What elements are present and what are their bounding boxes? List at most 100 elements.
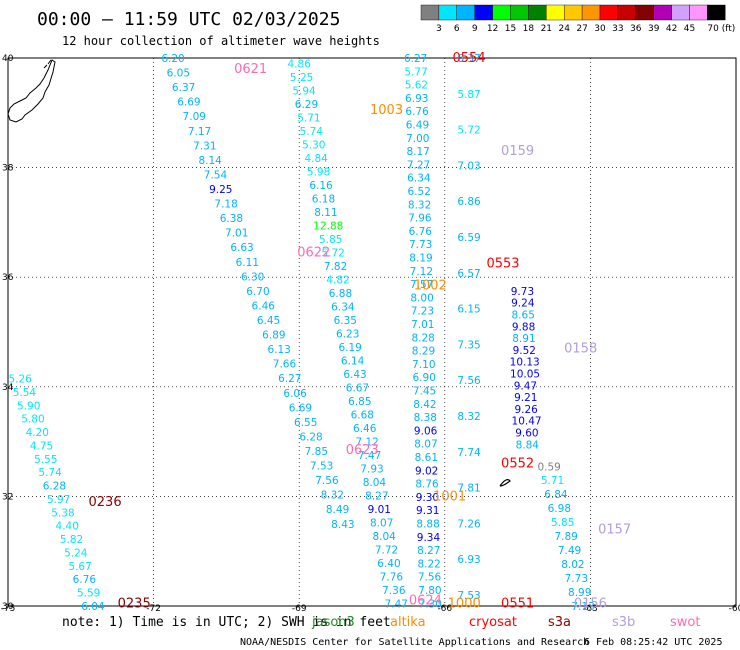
- wave-height-value: 9.30: [416, 492, 439, 504]
- wave-height-value: 9.06: [414, 425, 438, 437]
- wave-height-value: 5.62: [405, 80, 428, 92]
- wave-height-value: 6.11: [236, 257, 259, 269]
- wave-height-value: 8.76: [415, 479, 439, 491]
- pass-label: 1002: [414, 278, 447, 293]
- colorbar-label: 6: [454, 24, 460, 34]
- colorbar-swatch: [528, 4, 547, 21]
- wave-height-value: 8.17: [406, 146, 429, 158]
- wave-height-value: 7.27: [407, 159, 430, 171]
- credit-text: NOAA/NESDIS Center for Satellite Applica…: [240, 637, 589, 648]
- wave-height-value: 5.98: [307, 166, 330, 178]
- wave-height-value: 6.35: [334, 315, 357, 327]
- plot-area: -75 -72 -69 -66 -63 -60 30 32 34 36 38 40 6.20 6.05 6.…: [1, 51, 740, 614]
- wave-height-value: 4.75: [30, 440, 53, 452]
- wave-height-value: 0.59: [537, 461, 560, 473]
- pass-label: 0552: [501, 457, 534, 472]
- wave-height-value: 7.12: [410, 266, 433, 278]
- wave-height-value: 4.82: [326, 274, 349, 286]
- wave-height-value: 6.93: [457, 554, 480, 566]
- wave-height-value: 7.01: [225, 228, 248, 240]
- colorbar-swatch: [510, 4, 529, 21]
- wave-height-value: 7.66: [273, 359, 297, 371]
- wave-height-value: 5.67: [68, 561, 91, 573]
- wave-height-value: 5.97: [47, 494, 70, 506]
- wave-height-value: 6.43: [343, 369, 366, 381]
- wave-height-value: 6.37: [457, 53, 480, 65]
- satellite-legend-item: cryosat: [469, 615, 517, 630]
- wave-height-value: 8.65: [512, 310, 535, 322]
- wave-height-value: 7.85: [305, 446, 328, 458]
- pass-label: 0158: [564, 341, 597, 356]
- x-tick-label: -69: [292, 604, 307, 614]
- wave-height-value: 8.00: [410, 292, 433, 304]
- wave-height-value: 5.80: [21, 414, 44, 426]
- wave-height-value: 7.31: [193, 140, 216, 152]
- colorbar-swatch: [707, 4, 726, 21]
- y-tick-label: 40: [2, 54, 14, 64]
- wave-height-value: 5.24: [64, 547, 88, 559]
- wave-height-value: 10.13: [510, 357, 540, 369]
- wave-height-value: 8.11: [314, 207, 337, 219]
- wave-height-value: 6.14: [341, 355, 365, 367]
- pass-label: 0235: [118, 596, 151, 611]
- wave-height-value: 7.74: [457, 447, 481, 459]
- y-tick-label: 32: [2, 492, 13, 502]
- wave-height-value: 6.34: [407, 173, 431, 185]
- y-tick-label: 34: [2, 383, 14, 393]
- colorbar-swatch: [420, 4, 440, 21]
- wave-height-value: 5.72: [457, 125, 480, 137]
- colorbar-swatch: [617, 4, 637, 21]
- wave-height-value: 8.19: [409, 252, 432, 264]
- wave-height-value: 6.59: [457, 232, 480, 244]
- x-tick-label: -75: [1, 604, 16, 614]
- pass-label: 0621: [234, 62, 267, 77]
- wave-height-value: 6.13: [267, 344, 290, 356]
- wave-height-value: 7.26: [457, 518, 481, 530]
- colorbar-swatch: [689, 4, 708, 21]
- wave-height-value: 5.87: [457, 89, 480, 101]
- wave-height-value: 6.28: [43, 481, 66, 493]
- wave-height-value: 9.31: [416, 505, 439, 517]
- footer: note: 1) Time is in UTC; 2) SWH is in fe…: [62, 615, 722, 648]
- wave-height-value: 7.47: [358, 450, 381, 462]
- y-tick-label: 30: [2, 602, 14, 612]
- wave-height-value: 7.00: [406, 133, 429, 145]
- wave-height-value: 7.80: [418, 585, 441, 597]
- wave-height-value: 5.26: [8, 374, 32, 386]
- wave-height-value: 9.73: [511, 286, 534, 298]
- wave-height-value: 7.23: [411, 306, 434, 318]
- wave-height-value: 5.59: [77, 588, 100, 600]
- wave-height-value: 5.74: [300, 126, 324, 138]
- wave-height-value: 4.84: [304, 153, 328, 165]
- wave-height-value: 6.68: [351, 409, 374, 421]
- wave-height-value: 7.76: [380, 571, 404, 583]
- wave-height-value: 5.38: [51, 507, 74, 519]
- wave-height-value: 6.40: [377, 558, 400, 570]
- wave-height-value: 8.07: [414, 439, 437, 451]
- wave-height-value: 4.86: [288, 58, 312, 70]
- wave-height-value: 5.77: [404, 66, 427, 78]
- wave-height-value: 9.25: [209, 184, 232, 196]
- wave-height-value: 8.42: [413, 399, 436, 411]
- colorbar-label: 9: [472, 24, 478, 34]
- note-text: note: 1) Time is in UTC; 2) SWH is in fe…: [62, 615, 391, 630]
- colorbar-swatch: [564, 4, 583, 21]
- wave-height-value: 6.86: [457, 196, 481, 208]
- wave-height-value: 9.02: [415, 465, 438, 477]
- wave-height-value: 6.28: [299, 431, 322, 443]
- wave-height-value: 7.03: [457, 160, 480, 172]
- wave-height-value: 6.46: [353, 423, 377, 435]
- wave-height-value: 8.99: [568, 587, 591, 599]
- wave-height-value: 9.60: [515, 428, 538, 440]
- wave-height-value: 9.21: [514, 392, 537, 404]
- wave-height-value: 6.27: [404, 53, 427, 65]
- wave-height-value: 8.29: [412, 346, 435, 358]
- wave-height-value: 6.85: [348, 396, 371, 408]
- wave-height-value: 6.30: [241, 271, 264, 283]
- wave-height-value: 7.57: [410, 279, 433, 291]
- wave-height-value: 4.40: [56, 521, 79, 533]
- wave-height-value: 8.32: [321, 490, 344, 502]
- x-tick-label: -72: [146, 604, 161, 614]
- satellite-legend-item: jason3: [311, 615, 355, 630]
- wave-height-value: 7.12: [355, 436, 378, 448]
